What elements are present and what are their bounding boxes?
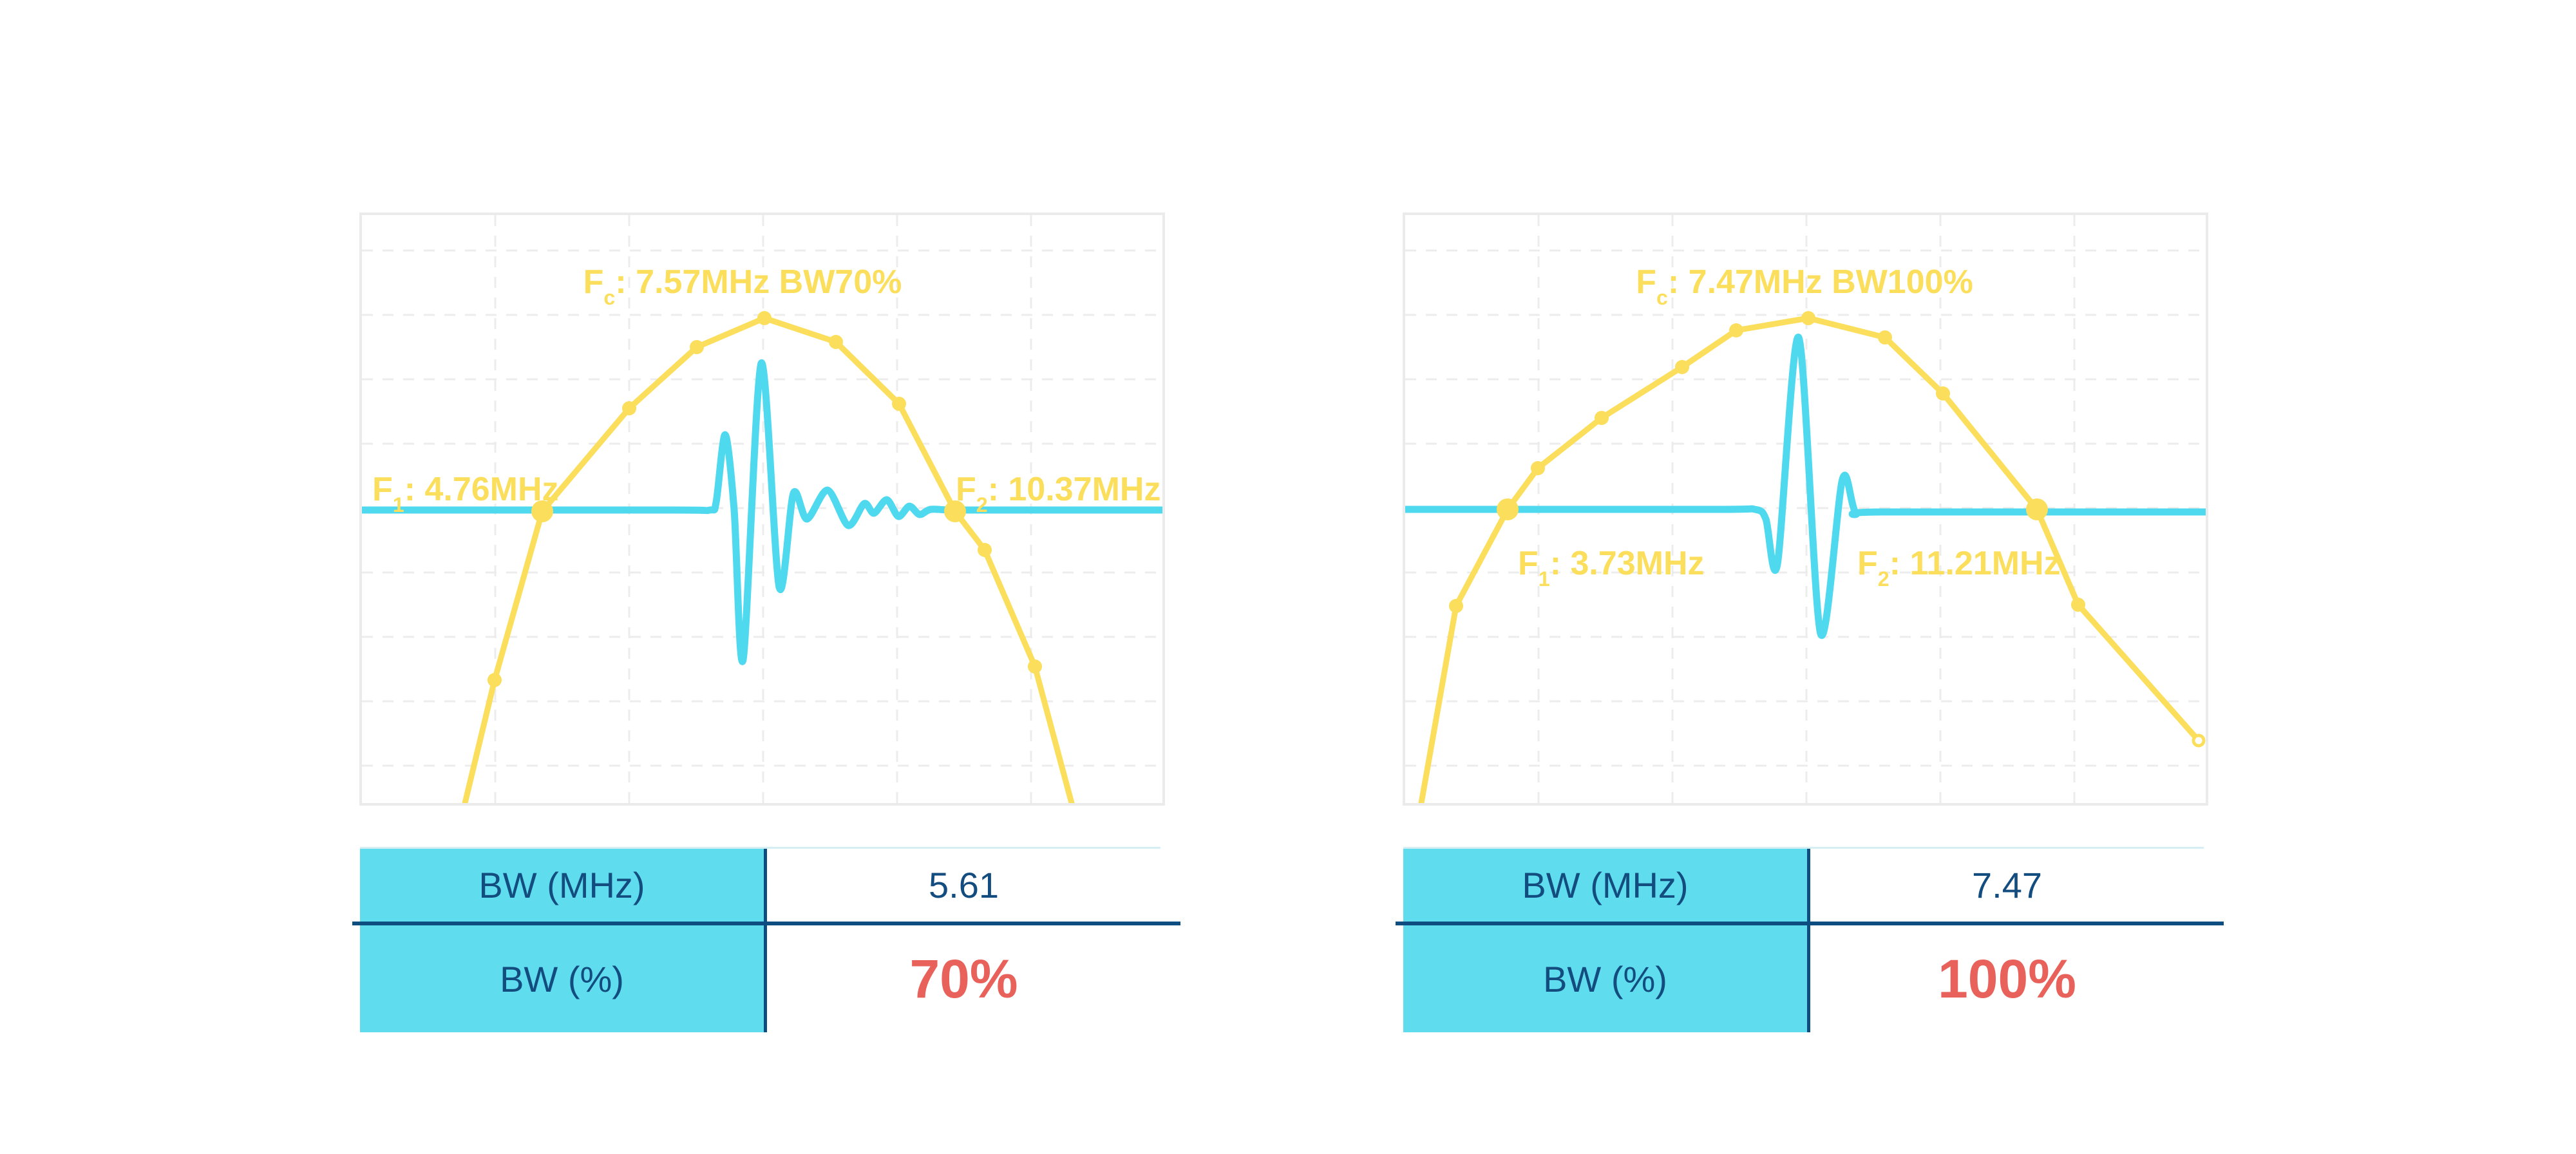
table-row-value: 7.47 [1810,849,2204,922]
data-point-marker [978,543,992,557]
data-point-marker [1878,330,1892,345]
f2-annotation: F2: 11.21MHz [1857,545,2061,590]
end-ring-marker [2192,733,2206,748]
table-header-column [360,849,764,1032]
data-point-marker [1531,461,1545,475]
data-point-marker [757,311,772,325]
pulse-waveform [362,359,1162,665]
annotation-subscript: c [1656,286,1668,310]
bw-percent-label: BW (%) [1543,958,1667,999]
data-point-marker [1729,323,1743,337]
annotation-subscript: 2 [976,493,988,517]
annotation-text: F [583,263,604,301]
bandwidth-table-right: BW (MHz) 7.47 BW (%) 100% [1396,847,2224,1032]
spectrum-curve [462,315,1075,803]
annotation-subscript: 2 [1877,567,1889,591]
data-point-marker [2071,598,2085,612]
crossing-point-marker [1497,498,1519,520]
table-row-value: 100% [1810,925,2204,1032]
annotation-text: : 7.57MHz BW70% [615,263,902,301]
bw-mhz-value: 7.47 [1972,865,2042,905]
crossing-point-marker [944,500,966,522]
annotation-text: F [372,471,393,508]
annotation-text: F [956,471,976,508]
chart-plot-left [362,215,1162,803]
center-frequency-annotation: Fc: 7.47MHz BW100% [1636,263,1973,308]
spectrum-markers [1449,311,2085,613]
annotation-subscript: 1 [1538,567,1550,591]
spectrum-chart-left: Fc: 7.57MHz BW70% F1: 4.76MHz F2: 10.37M… [359,213,1165,806]
annotation-text: : 4.76MHz [404,471,559,508]
table-row-label: BW (MHz) [360,849,764,922]
spectrum-chart-right: Fc: 7.47MHz BW100% F1: 3.73MHz F2: 11.21… [1403,213,2208,806]
bandwidth-table-left: BW (MHz) 5.61 BW (%) 70% [352,847,1180,1032]
annotation-text: : 7.47MHz BW100% [1667,263,1973,301]
f1-annotation: F1: 3.73MHz [1518,545,1705,590]
data-point-marker [1028,659,1042,674]
f2-annotation: F2: 10.37MHz [956,471,1161,516]
table-row-value: 70% [767,925,1160,1032]
table-row-value: 5.61 [767,849,1160,922]
crossing-point-marker [2026,498,2048,520]
data-point-marker [622,401,636,415]
center-frequency-annotation: Fc: 7.57MHz BW70% [583,263,902,308]
bw-mhz-value: 5.61 [929,865,999,905]
annotation-text: F [1518,545,1539,582]
pulse-waveform [1405,334,2206,639]
crossing-point-marker [531,500,553,522]
annotation-text: F [1636,263,1656,301]
table-divider-vertical [764,849,767,1032]
data-point-marker [1595,411,1609,425]
table-header-column [1403,849,1807,1032]
bw-mhz-label: BW (MHz) [478,865,645,905]
annotation-text: : 3.73MHz [1549,545,1705,582]
data-point-marker [1449,599,1463,613]
data-point-marker [829,335,843,349]
data-point-marker [892,397,906,411]
annotation-subscript: 1 [392,493,404,517]
data-point-marker [1936,386,1950,401]
spectrum-markers [488,311,1042,687]
table-divider-vertical [1807,849,1810,1032]
annotation-text: : 10.37MHz [987,471,1161,508]
annotation-subscript: c [603,286,616,310]
bw-mhz-label: BW (MHz) [1522,865,1689,905]
table-row-label: BW (%) [1403,925,1807,1032]
data-point-marker [488,673,502,687]
annotation-text: : 11.21MHz [1889,545,2061,582]
bw-percent-label: BW (%) [500,958,624,999]
f1-annotation: F1: 4.76MHz [372,471,559,516]
data-point-marker [1801,311,1815,325]
data-point-marker [690,340,704,354]
bw-percent-value: 70% [909,948,1018,1009]
data-point-marker [1675,360,1689,374]
table-row-label: BW (MHz) [1403,849,1807,922]
annotation-text: F [1857,545,1878,582]
table-row-label: BW (%) [360,925,764,1032]
bw-percent-value: 100% [1938,948,2076,1009]
chart-plot-right [1405,215,2206,803]
